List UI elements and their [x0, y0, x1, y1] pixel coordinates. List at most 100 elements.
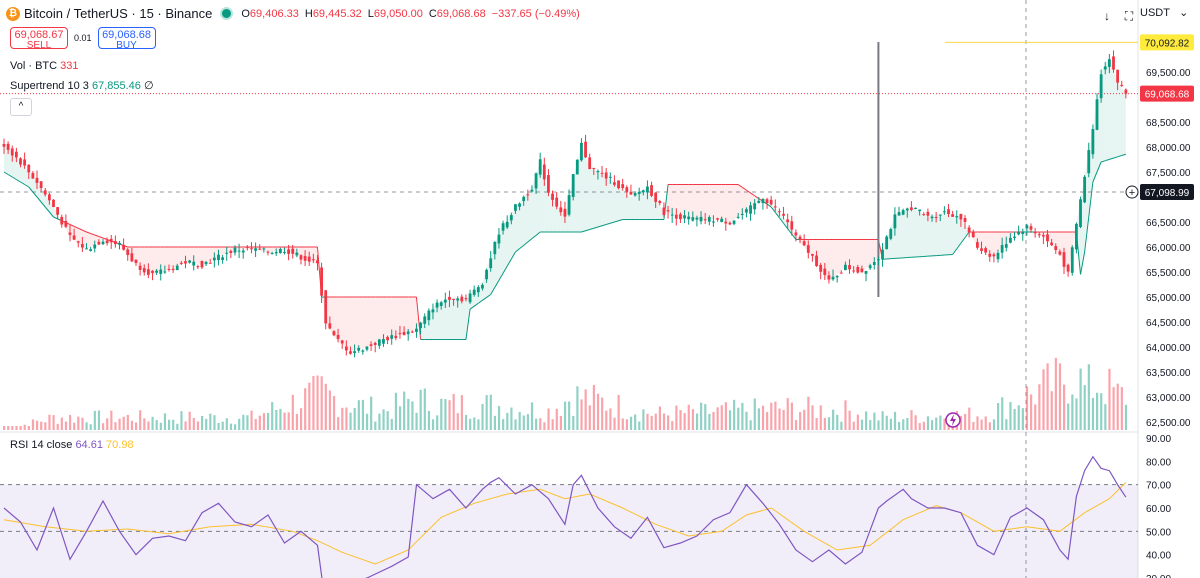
symbol-title[interactable]: Bitcoin / TetherUS · 15 · Binance	[24, 6, 213, 21]
candle-body	[608, 176, 612, 178]
collapse-legend-button[interactable]: ^	[10, 98, 32, 116]
candle-body	[1033, 231, 1037, 234]
volume-bar	[794, 420, 798, 430]
supertrend-fill	[358, 297, 363, 350]
volume-bar	[926, 416, 930, 430]
volume-bar	[403, 391, 406, 430]
volume-bar	[1104, 404, 1107, 430]
candle-body	[629, 191, 633, 195]
supertrend-fill	[412, 297, 417, 331]
candle-body	[538, 159, 542, 175]
candle-body	[493, 242, 497, 255]
supertrend-fill	[12, 153, 17, 180]
volume-bar	[848, 410, 851, 430]
volume-bar	[634, 414, 637, 430]
volume-bar	[337, 417, 340, 430]
volume-bar	[506, 412, 509, 430]
candle-body	[89, 249, 93, 252]
supertrend-segment	[527, 238, 533, 243]
sell-button[interactable]: 69,068.67 SELL	[10, 27, 68, 51]
volume-bar	[163, 413, 167, 430]
candle-body	[790, 221, 794, 230]
volume-bar	[180, 411, 183, 430]
supertrend-fill	[1018, 229, 1023, 232]
candle-body	[596, 170, 600, 173]
buy-button[interactable]: 69,068.68 BUY	[97, 27, 156, 51]
supertrend-fill	[354, 297, 359, 351]
volume-bar	[221, 421, 224, 430]
supertrend-fill	[453, 297, 458, 340]
supertrend-fill	[779, 212, 784, 224]
volume-bar	[341, 407, 344, 430]
volume-bar	[654, 413, 657, 430]
candle-body	[547, 175, 550, 193]
candle-body	[233, 247, 237, 253]
volume-bar	[167, 419, 171, 430]
rsi-tick-label: 40.00	[1146, 551, 1171, 562]
candle-body	[204, 261, 208, 265]
candle-body	[291, 248, 295, 254]
supertrend-segment	[754, 195, 760, 199]
volume-bar	[700, 402, 703, 430]
price-tick-label: 68,000.00	[1146, 143, 1191, 154]
volume-bar	[312, 376, 315, 430]
supertrend-fill	[445, 297, 450, 340]
candle-body	[992, 254, 996, 257]
supertrend-fill	[597, 172, 603, 227]
supertrend-fill	[78, 228, 83, 247]
supertrend-fill	[626, 193, 631, 220]
supertrend-segment	[791, 233, 797, 240]
supertrend-fill	[185, 247, 190, 263]
volume-legend[interactable]: Vol · BTC 331	[10, 60, 79, 72]
supertrend-fill	[725, 184, 730, 222]
rsi-legend[interactable]: RSI 14 close 64.61 70.98	[10, 439, 134, 451]
supertrend-fill	[861, 239, 867, 272]
ohlc-close-label: C	[428, 7, 437, 20]
volume-bar	[724, 402, 727, 430]
volume-bar	[85, 422, 88, 430]
volume-bar	[1100, 393, 1103, 430]
supertrend-fill	[622, 189, 627, 220]
supertrend-fill	[676, 184, 681, 217]
volume-bar	[254, 418, 257, 430]
candle-body	[823, 268, 827, 276]
supertrend-fill	[148, 247, 153, 275]
download-icon[interactable]: ↓	[1104, 9, 1110, 23]
candle-body	[245, 246, 249, 248]
volume-bar	[906, 417, 909, 430]
volume-bar	[271, 402, 274, 430]
currency-select[interactable]: USDT ⌄	[1140, 6, 1196, 20]
candle-body	[146, 269, 150, 275]
volume-bar	[514, 419, 517, 430]
candle-body	[905, 208, 909, 211]
supertrend-segment	[1084, 216, 1090, 253]
supertrend-fill	[527, 187, 532, 242]
supertrend-legend[interactable]: Supertrend 10 3 67,855.46 ∅	[10, 79, 154, 92]
volume-bar	[448, 400, 451, 430]
supertrend-fill	[783, 217, 788, 229]
candle-body	[633, 193, 637, 196]
candle-body	[423, 316, 427, 324]
supertrend-segment	[515, 248, 520, 253]
candle-body	[658, 201, 662, 204]
supertrend-fill	[960, 217, 966, 244]
supertrend-fill	[828, 239, 834, 282]
candle-body	[625, 187, 629, 192]
volume-bar	[1063, 384, 1066, 430]
supertrend-segment	[787, 228, 793, 235]
rsi-tick-label: 70.00	[1146, 481, 1171, 492]
candle-body	[1103, 66, 1107, 70]
candle-body	[815, 255, 818, 267]
volume-bar	[559, 415, 563, 430]
supertrend-segment	[78, 227, 83, 231]
candle-body	[208, 262, 212, 264]
volume-bar	[1042, 369, 1045, 430]
candle-body	[930, 216, 934, 219]
supertrend-fill	[193, 247, 198, 264]
candle-body	[922, 214, 926, 216]
volume-bar	[530, 402, 534, 430]
volume-bar	[295, 413, 299, 430]
fullscreen-icon[interactable]: ⛶	[1124, 8, 1134, 23]
supertrend-segment	[465, 309, 471, 340]
